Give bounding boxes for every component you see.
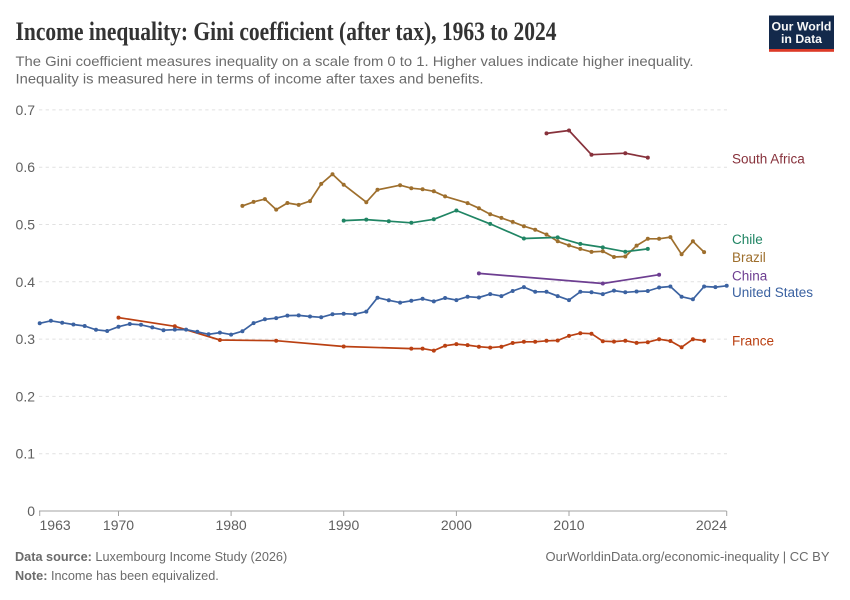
svg-text:Note: Income has been equivali: Note: Income has been equivalized.: [15, 569, 219, 583]
svg-text:1990: 1990: [328, 517, 359, 533]
svg-text:Brazil: Brazil: [732, 250, 766, 265]
svg-text:The Gini coefficient measures: The Gini coefficient measures inequality…: [16, 54, 694, 69]
svg-text:Income inequality: Gini coeffi: Income inequality: Gini coefficient (aft…: [16, 16, 557, 46]
svg-text:2010: 2010: [553, 517, 584, 533]
svg-text:1970: 1970: [103, 517, 134, 533]
svg-text:Inequality is measured here in: Inequality is measured here in terms of …: [16, 72, 484, 87]
svg-text:Data source: Luxembourg Income: Data source: Luxembourg Income Study (20…: [15, 550, 287, 564]
svg-text:Chile: Chile: [732, 232, 763, 247]
svg-text:Our World: Our World: [772, 20, 832, 34]
svg-text:China: China: [732, 269, 768, 284]
svg-text:United States: United States: [732, 285, 813, 300]
svg-text:2024: 2024: [696, 517, 727, 533]
svg-text:0.1: 0.1: [16, 446, 36, 462]
svg-text:0.5: 0.5: [16, 217, 36, 233]
svg-text:OurWorldinData.org/economic-in: OurWorldinData.org/economic-inequality |…: [546, 550, 831, 564]
svg-text:0.2: 0.2: [16, 388, 36, 404]
svg-text:0.4: 0.4: [16, 274, 36, 290]
svg-text:0: 0: [27, 503, 35, 519]
svg-text:0.7: 0.7: [16, 102, 36, 118]
svg-text:South Africa: South Africa: [732, 152, 805, 167]
svg-text:in Data: in Data: [781, 32, 822, 46]
svg-text:1980: 1980: [216, 517, 247, 533]
svg-text:2000: 2000: [441, 517, 472, 533]
svg-text:1963: 1963: [40, 517, 71, 533]
svg-text:0.6: 0.6: [16, 159, 36, 175]
svg-text:0.3: 0.3: [16, 331, 36, 347]
svg-text:France: France: [732, 334, 774, 349]
